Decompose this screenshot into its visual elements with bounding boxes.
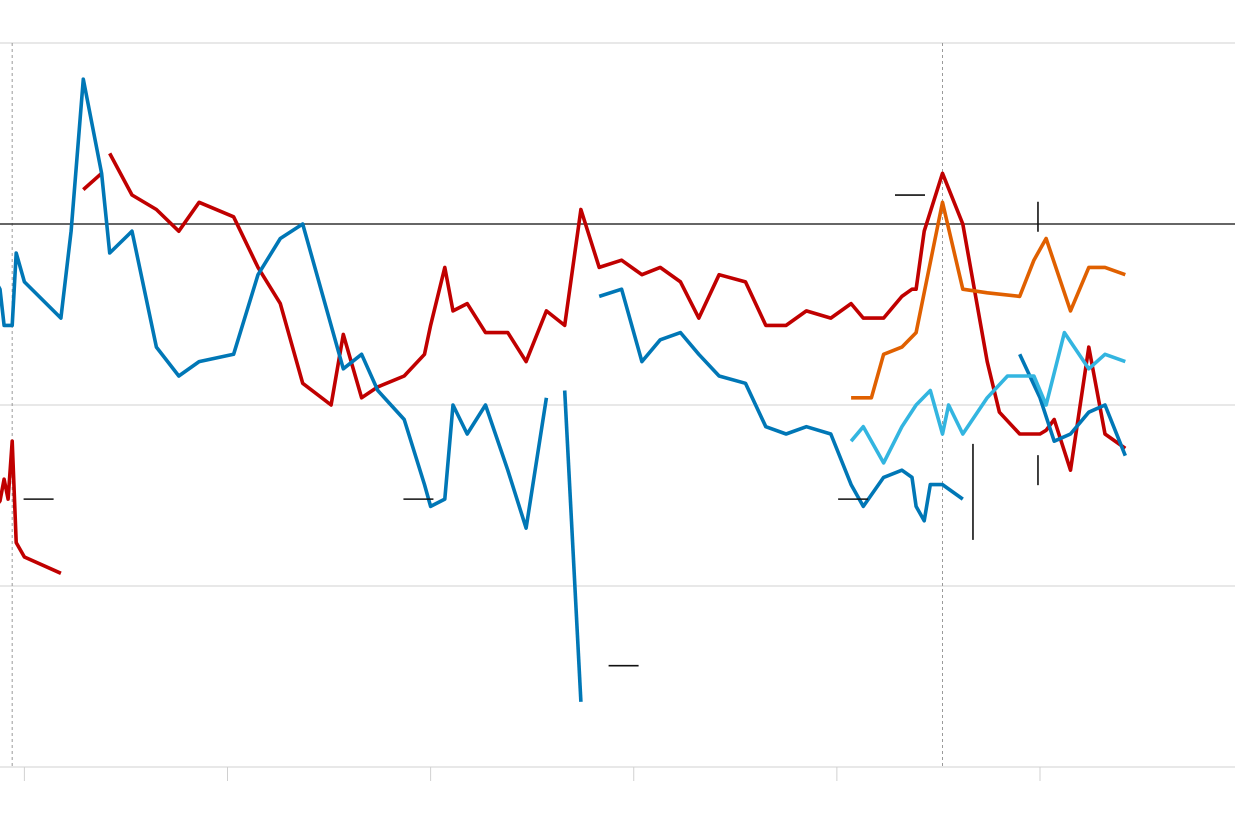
annotation-marks xyxy=(23,194,1039,667)
reference-lines xyxy=(11,43,943,767)
series-line-orange xyxy=(851,200,1126,400)
series-line-red xyxy=(82,171,103,191)
series-line-blue xyxy=(598,287,964,523)
series-line-blue xyxy=(562,390,583,702)
x-axis-ticks xyxy=(23,767,1041,781)
series-line-blue xyxy=(0,77,549,530)
series-lines xyxy=(0,77,1127,702)
series-line-red xyxy=(0,439,62,575)
series-line-red xyxy=(108,152,1127,472)
series-line-blue xyxy=(1018,353,1127,457)
gridlines xyxy=(0,42,1235,768)
series-line-light_blue xyxy=(849,330,1126,465)
